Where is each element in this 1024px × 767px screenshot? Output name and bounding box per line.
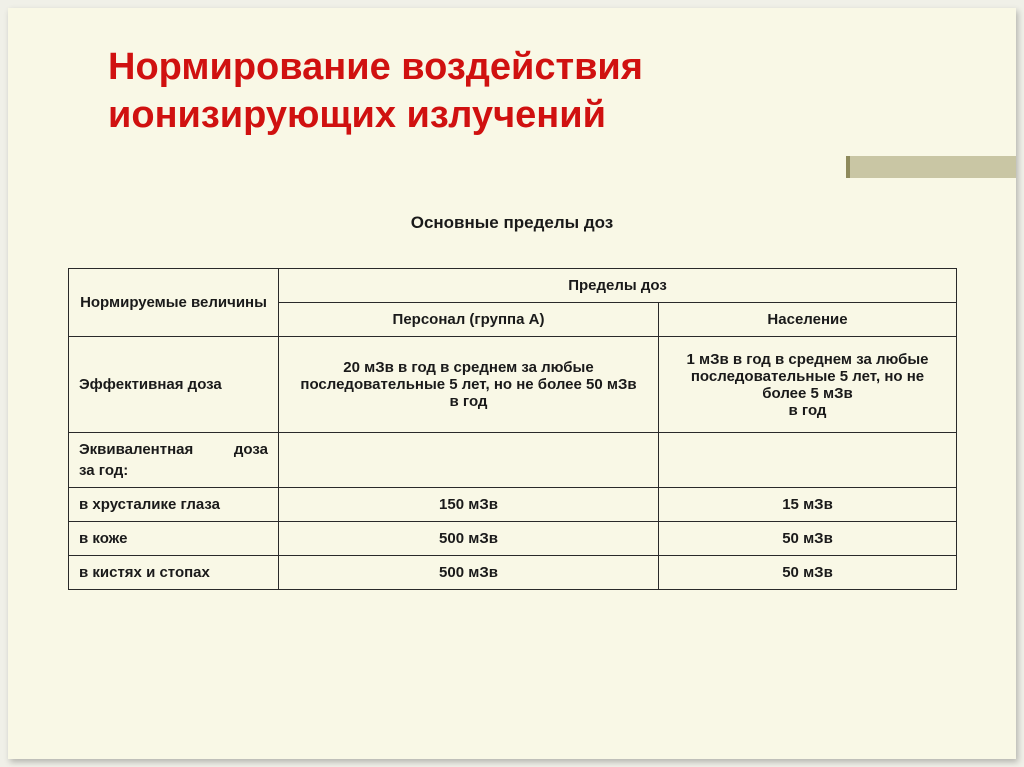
cell-population: 50 мЗв	[659, 556, 957, 590]
table-row: Эффективная доза 20 мЗв в год в среднем …	[69, 337, 957, 433]
cell-personnel: 500 мЗв	[279, 522, 659, 556]
th-limits-span: Пределы доз	[279, 269, 957, 303]
row-label: в кистях и стопах	[69, 556, 279, 590]
table-row: в кистях и стопах 500 мЗв 50 мЗв	[69, 556, 957, 590]
cell-personnel: 500 мЗв	[279, 556, 659, 590]
cell-population	[659, 433, 957, 488]
slide-title: Нормирование воздействия ионизирующих из…	[108, 44, 808, 139]
cell-population: 50 мЗв	[659, 522, 957, 556]
cell-personnel: 150 мЗв	[279, 488, 659, 522]
cell-personnel	[279, 433, 659, 488]
title-line-1: Нормирование воздействия	[108, 46, 643, 88]
cell-population: 15 мЗв	[659, 488, 957, 522]
eq-word-1: Эквивалентная	[79, 441, 193, 458]
row-label: Эффективная доза	[69, 337, 279, 433]
th-personnel: Персонал (группа А)	[279, 303, 659, 337]
dose-limits-table-wrap: Нормируемые величины Пределы доз Персона…	[68, 268, 956, 590]
title-line-2: ионизирующих излучений	[108, 94, 606, 136]
row-label: в коже	[69, 522, 279, 556]
cell-population: 1 мЗв в год в среднем за любые последова…	[659, 337, 957, 433]
dose-limits-table: Нормируемые величины Пределы доз Персона…	[68, 268, 957, 590]
row-label-text: Эффективная доза	[79, 376, 222, 393]
title-block: Нормирование воздействия ионизирующих из…	[108, 44, 808, 139]
row-label: Эквивалентная доза за год:	[69, 433, 279, 488]
table-row: в хрусталике глаза 150 мЗв 15 мЗв	[69, 488, 957, 522]
cell-personnel: 20 мЗв в год в среднем за любые последов…	[279, 337, 659, 433]
slide: Нормирование воздействия ионизирующих из…	[8, 8, 1016, 759]
table-row: в коже 500 мЗв 50 мЗв	[69, 522, 957, 556]
row-label: в хрусталике глаза	[69, 488, 279, 522]
subtitle: Основные пределы доз	[8, 213, 1016, 233]
table-header-row-1: Нормируемые величины Пределы доз	[69, 269, 957, 303]
th-quantities: Нормируемые величины	[69, 269, 279, 337]
eq-word-3: за год:	[79, 462, 128, 479]
accent-bar	[846, 156, 1016, 178]
eq-word-2: доза	[234, 441, 268, 458]
th-population: Население	[659, 303, 957, 337]
table-row: Эквивалентная доза за год:	[69, 433, 957, 488]
